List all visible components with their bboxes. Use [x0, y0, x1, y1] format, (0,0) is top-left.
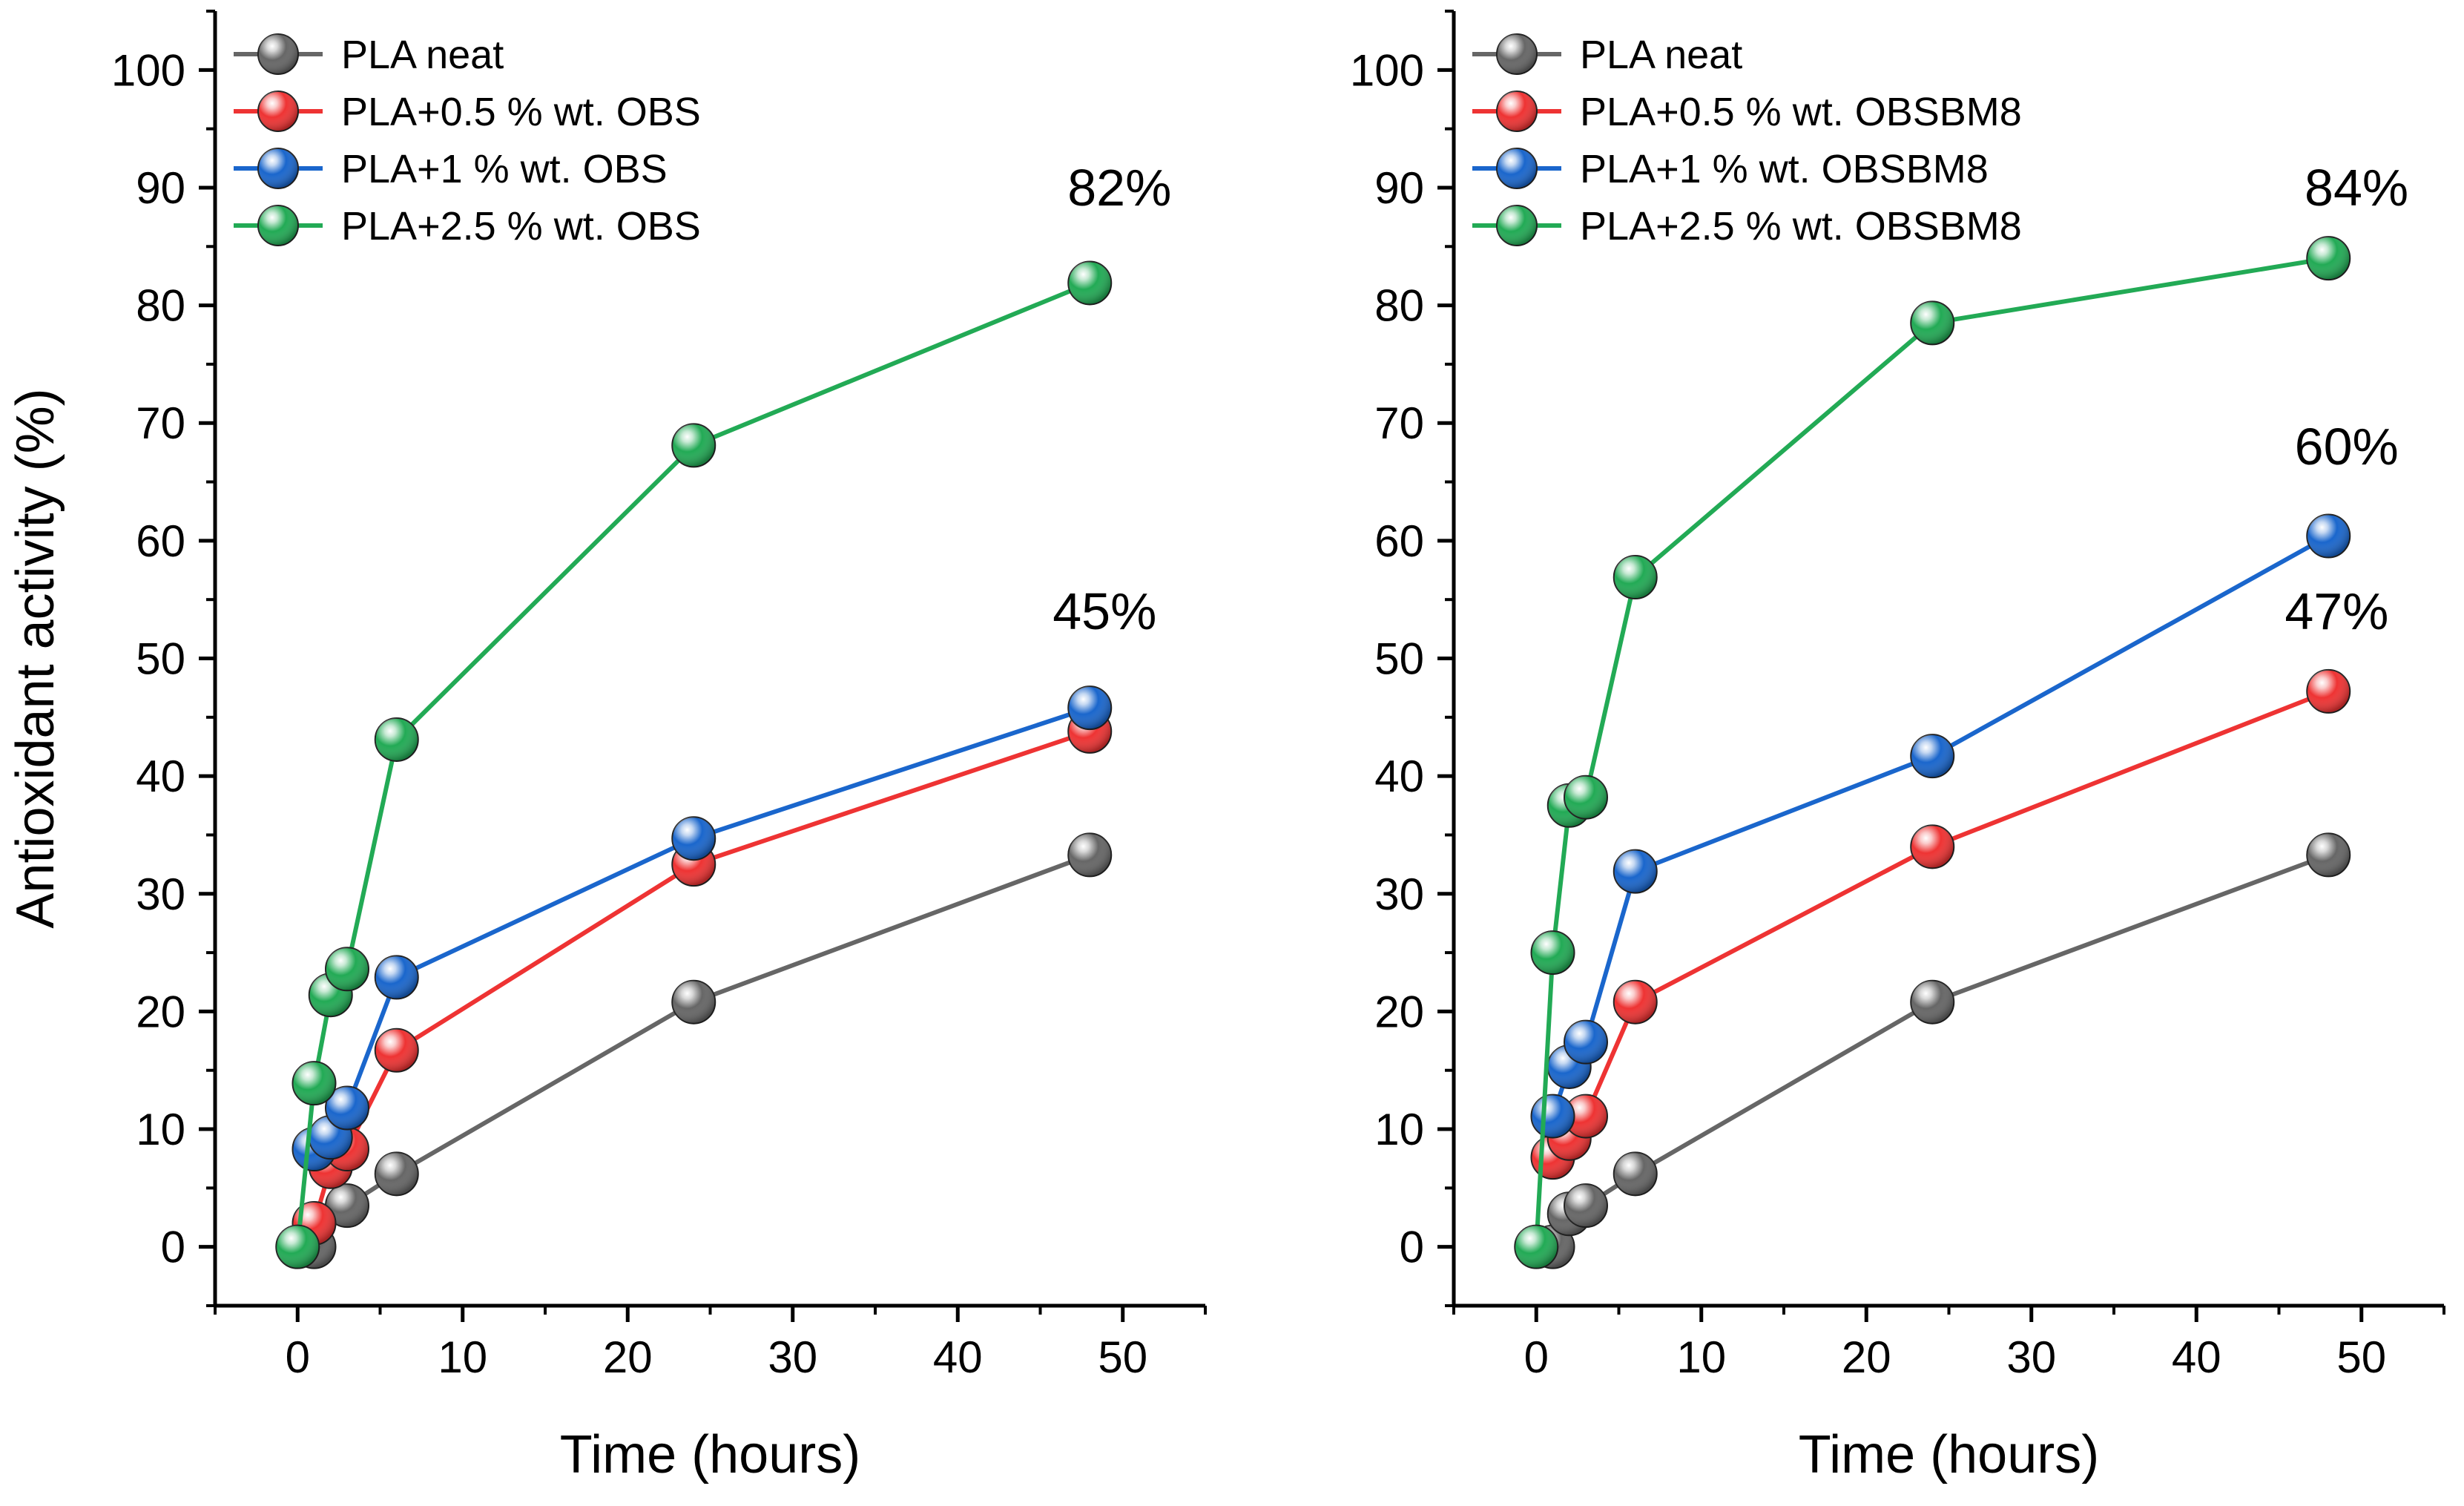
y-tick-label: 20	[1374, 987, 1424, 1036]
data-point-highlight	[2307, 833, 2351, 877]
data-point-highlight	[1564, 775, 1607, 819]
legend-marker-highlight	[1497, 205, 1537, 246]
data-point-highlight	[1613, 980, 1657, 1024]
x-tick-label: 30	[2006, 1332, 2056, 1382]
y-tick-label: 50	[1374, 634, 1424, 684]
legend-label: PLA+0.5 % wt. OBS	[341, 90, 701, 134]
legend-label: PLA neat	[1580, 33, 1742, 77]
x-axis-title: Time (hours)	[1799, 1425, 2099, 1484]
legend-marker-highlight	[1497, 91, 1537, 131]
legend-label: PLA+1 % wt. OBSBM8	[1580, 147, 1989, 191]
data-point-highlight	[1515, 1225, 1558, 1269]
data-point-highlight	[672, 817, 716, 861]
y-tick-label: 10	[136, 1105, 185, 1154]
y-tick-label: 90	[1374, 163, 1424, 213]
data-point-highlight	[375, 1028, 418, 1072]
x-tick-label: 0	[1524, 1332, 1549, 1382]
data-point-highlight	[276, 1225, 320, 1269]
data-point-highlight	[672, 980, 716, 1024]
data-point-highlight	[326, 947, 369, 991]
legend-label: PLA neat	[341, 33, 504, 77]
x-tick-label: 30	[768, 1332, 817, 1382]
x-tick-label: 50	[1098, 1332, 1147, 1382]
data-point-highlight	[375, 956, 418, 999]
legend-label: PLA+2.5 % wt. OBSBM8	[1580, 204, 2022, 249]
series-line	[312, 852, 1091, 1249]
x-axis-title: Time (hours)	[560, 1425, 860, 1484]
x-tick-label: 20	[1842, 1332, 1891, 1382]
data-point-highlight	[1531, 1094, 1575, 1138]
data-point-highlight	[1068, 833, 1112, 877]
data-point-highlight	[672, 424, 716, 467]
legend-label: PLA+2.5 % wt. OBS	[341, 204, 701, 249]
data-point-highlight	[1068, 686, 1112, 730]
x-tick-label: 40	[2172, 1332, 2221, 1382]
x-tick-label: 40	[933, 1332, 983, 1382]
y-tick-label: 80	[1374, 281, 1424, 331]
data-point-highlight	[2307, 514, 2351, 558]
data-point-highlight	[1564, 1094, 1607, 1138]
series-line	[312, 729, 1091, 1224]
y-tick-label: 20	[136, 987, 185, 1036]
annotation-label: 45%	[1053, 582, 1156, 640]
annotation-label: 60%	[2295, 418, 2399, 476]
legend-marker-highlight	[258, 205, 298, 246]
x-tick-label: 10	[438, 1332, 487, 1382]
y-tick-label: 0	[1400, 1223, 1424, 1272]
y-tick-label: 40	[1374, 752, 1424, 801]
chart-right: 0 10 20 30 40 50 60 70 80 90 100 0 10 20 30 40 50 Time (h…	[1350, 10, 2445, 1484]
annotation-label: 82%	[1067, 159, 1171, 217]
data-point-highlight	[2307, 237, 2351, 280]
data-point-highlight	[326, 1086, 369, 1130]
data-point-highlight	[2307, 669, 2351, 713]
legend-label: PLA+0.5 % wt. OBSBM8	[1580, 90, 2022, 134]
legend-marker-highlight	[1497, 148, 1537, 188]
data-point-highlight	[1564, 1020, 1607, 1064]
y-tick-label: 60	[136, 516, 185, 566]
series-line	[1550, 852, 2330, 1249]
data-point-highlight	[1564, 1184, 1607, 1228]
data-point-highlight	[1911, 301, 1954, 345]
data-point-highlight	[1911, 980, 1954, 1024]
y-tick-label: 50	[136, 634, 185, 684]
y-tick-label: 60	[1374, 516, 1424, 566]
data-point-highlight	[1911, 734, 1954, 778]
x-tick-label: 20	[603, 1332, 653, 1382]
x-tick-label: 10	[1676, 1332, 1726, 1382]
legend-marker-highlight	[258, 91, 298, 131]
y-tick-label: 30	[1374, 869, 1424, 919]
y-tick-label: 100	[1350, 45, 1424, 95]
legend-label: PLA+1 % wt. OBS	[341, 147, 668, 191]
data-point-highlight	[375, 1152, 418, 1196]
legend-marker-highlight	[1497, 34, 1537, 74]
x-tick-label: 0	[286, 1332, 310, 1382]
y-tick-label: 100	[111, 45, 185, 95]
data-point-highlight	[1068, 261, 1112, 305]
data-point-highlight	[1613, 1152, 1657, 1196]
y-axis-title: Antioxidant activity (%)	[6, 388, 65, 928]
y-tick-label: 80	[136, 281, 185, 331]
y-tick-label: 70	[1374, 398, 1424, 448]
y-tick-label: 70	[136, 398, 185, 448]
data-point-highlight	[1613, 556, 1657, 599]
data-point-highlight	[375, 717, 418, 761]
y-tick-label: 0	[161, 1223, 185, 1272]
x-tick-label: 50	[2336, 1332, 2386, 1382]
y-tick-label: 10	[1374, 1105, 1424, 1154]
annotation-label: 84%	[2305, 159, 2408, 217]
data-point-highlight	[326, 1184, 369, 1228]
y-tick-label: 90	[136, 163, 185, 213]
data-point-highlight	[1531, 931, 1575, 975]
annotation-label: 47%	[2285, 582, 2388, 640]
data-point-highlight	[1613, 849, 1657, 893]
y-tick-label: 30	[136, 869, 185, 919]
data-point-highlight	[292, 1062, 336, 1105]
data-point-highlight	[1911, 825, 1954, 869]
legend-marker-highlight	[258, 148, 298, 188]
series-line	[312, 706, 1091, 1151]
legend-marker-highlight	[258, 34, 298, 74]
y-tick-label: 40	[136, 752, 185, 801]
chart-left: 0 10 20 30 40 50 60 70 80 90 100 0 10 20 30 40 50 Time (h…	[6, 10, 1207, 1484]
